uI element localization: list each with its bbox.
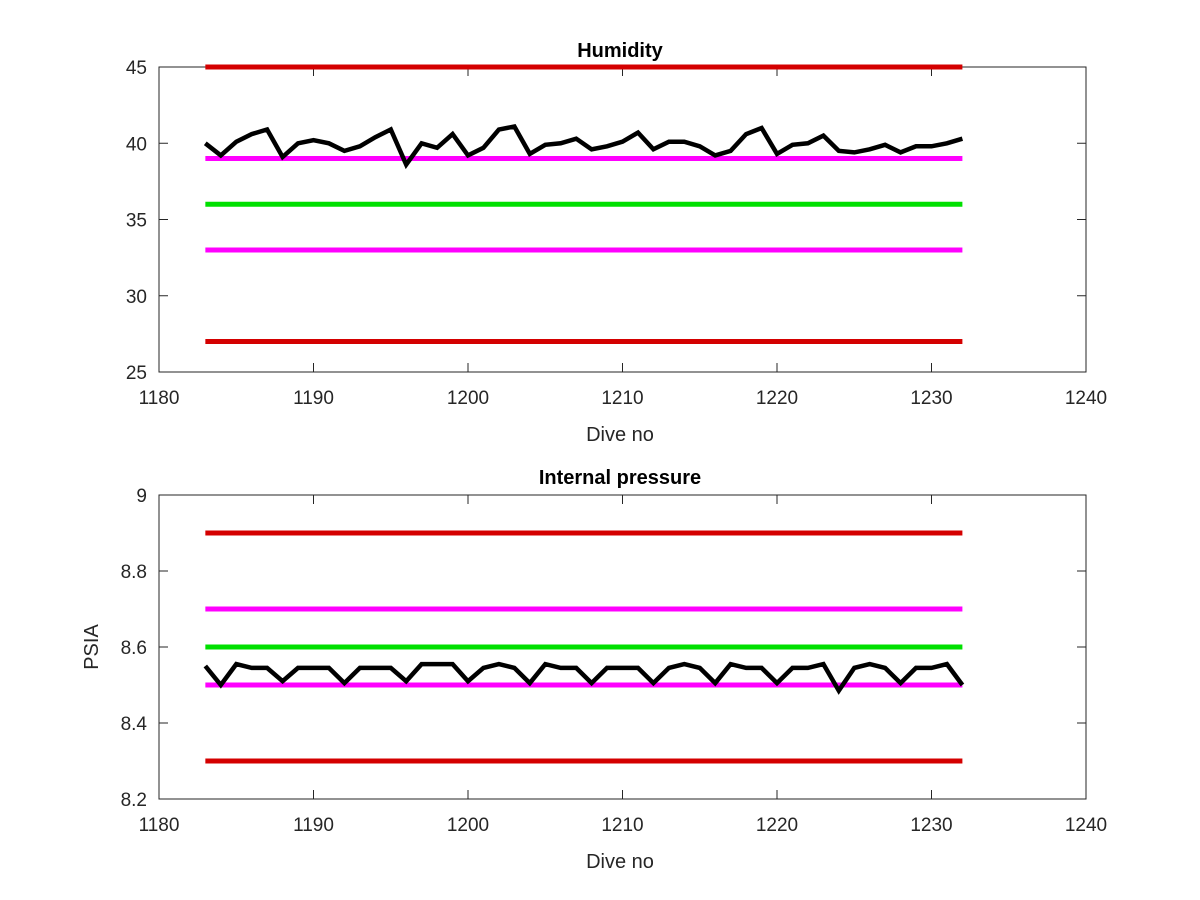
y-axis-label: PSIA <box>81 624 103 670</box>
x-tick-label: 1230 <box>910 388 952 409</box>
x-axis-label: Dive no <box>586 851 654 873</box>
y-tick-label: 8.8 <box>121 562 147 583</box>
x-tick-label: 1180 <box>139 815 180 836</box>
x-tick-label: 1240 <box>1065 388 1107 409</box>
plot-area: 1180 1190 1200 1210 1220 1230 1240 8.2 8.4 8.6 8.8… <box>121 486 1108 836</box>
x-tick-label: 1220 <box>756 388 798 409</box>
humidity-chart: Humidity 1180 1190 1200 1210 1220 1230 1240 25 3… <box>126 40 1107 446</box>
x-tick-label: 1180 <box>139 388 180 409</box>
x-axis-label: Dive no <box>586 424 654 446</box>
x-tick-label: 1210 <box>601 388 643 409</box>
y-tick-label: 8.2 <box>121 790 147 811</box>
axes-box <box>158 66 1087 373</box>
series-line <box>203 123 964 170</box>
y-tick-label: 40 <box>126 134 147 155</box>
plot-area: 1180 1190 1200 1210 1220 1230 1240 25 30 35 40 45 <box>126 58 1107 409</box>
y-tick-label: 45 <box>126 58 147 79</box>
x-tick-label: 1190 <box>293 815 334 836</box>
chart-title: Humidity <box>577 40 663 62</box>
y-tick-label: 30 <box>126 287 147 308</box>
x-tick-label: 1200 <box>447 388 489 409</box>
x-tick-label: 1220 <box>756 815 798 836</box>
x-tick-label: 1240 <box>1065 815 1107 836</box>
chart-title: Internal pressure <box>539 467 701 489</box>
x-tick-label: 1190 <box>293 388 334 409</box>
x-tick-label: 1210 <box>601 815 643 836</box>
y-tick-label: 8.6 <box>121 638 147 659</box>
internal-pressure-chart: Internal pressure 1180 1190 1200 1210 1220 12… <box>81 467 1107 873</box>
series-line <box>203 661 965 695</box>
x-tick-label: 1230 <box>910 815 952 836</box>
y-tick-label: 9 <box>136 486 147 507</box>
y-tick-label: 35 <box>126 211 147 232</box>
y-tick-label: 8.4 <box>121 714 148 735</box>
x-tick-label: 1200 <box>447 815 489 836</box>
y-tick-label: 25 <box>126 363 147 384</box>
